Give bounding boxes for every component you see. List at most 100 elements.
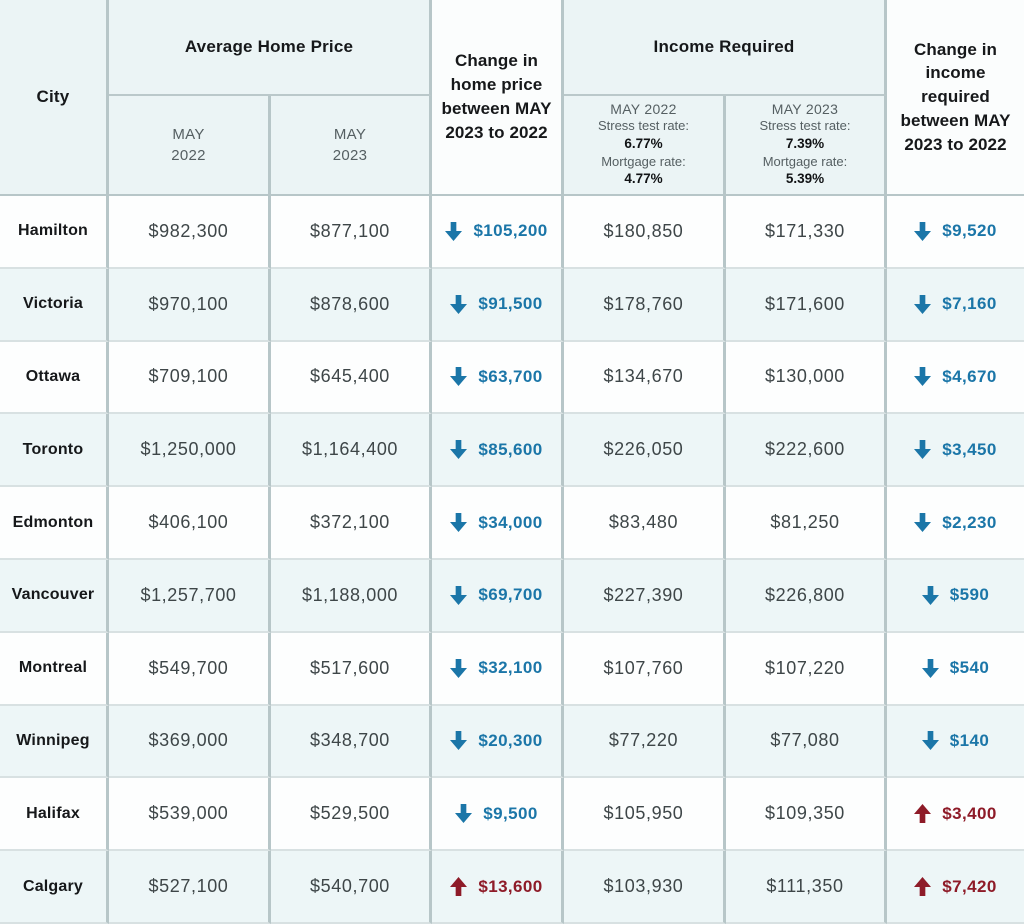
income-may-2023-cell: $111,350 xyxy=(726,851,887,924)
income-may-2022-cell: $178,760 xyxy=(564,268,726,342)
income-may-2022-value: $105,950 xyxy=(603,803,684,824)
home-price-change-cell: $63,700 xyxy=(432,341,564,415)
home-price-may-2023-cell: $372,100 xyxy=(271,487,432,560)
home-price-may-2022-cell: $1,250,000 xyxy=(109,414,271,488)
home-price-trend-arrow-icon xyxy=(450,658,468,678)
home-price-change-cell: $13,600 xyxy=(432,851,564,924)
home-price-change-cell: $69,700 xyxy=(432,559,564,633)
home-price-may-2022-cell: $1,257,700 xyxy=(109,559,271,633)
home-price-trend-arrow-icon xyxy=(450,367,468,387)
home-price-change-cell: $91,500 xyxy=(432,268,564,342)
city-cell: Edmonton xyxy=(0,487,109,560)
city-name: Hamilton xyxy=(17,222,89,240)
income-trend-arrow-icon xyxy=(921,585,939,605)
income-trend-arrow-icon xyxy=(914,440,932,460)
income-trend-arrow-icon xyxy=(914,804,932,824)
income-change-cell: $3,450 xyxy=(887,414,1024,488)
home-price-may-2023-value: $1,164,400 xyxy=(301,439,399,460)
home-price-may-2023-cell: $1,188,000 xyxy=(271,559,432,633)
city-cell: Montreal xyxy=(0,632,109,706)
income-may-2023-value: $171,600 xyxy=(765,293,845,314)
home-price-change-value: $13,600 xyxy=(478,876,543,896)
income-trend-arrow-icon xyxy=(914,513,932,533)
home-price-change-value: $69,700 xyxy=(478,585,543,605)
income-may-2022-value: $103,930 xyxy=(603,876,684,897)
income-may-2023-value: $81,250 xyxy=(770,512,840,533)
income-may-2023-value: $109,350 xyxy=(765,803,845,824)
header-cell-home-price-may-2022: MAY 2022 xyxy=(109,96,271,196)
home-price-may-2022-value: $369,000 xyxy=(148,730,229,751)
home-price-change-cell: $20,300 xyxy=(432,705,564,779)
home-price-may-2023-cell: $540,700 xyxy=(271,851,432,924)
home-price-may-2022-cell: $539,000 xyxy=(109,778,271,852)
may-2023-label-line1: MAY xyxy=(333,126,367,143)
home-price-trend-arrow-icon xyxy=(445,221,463,241)
home-price-may-2023-cell: $348,700 xyxy=(271,705,432,779)
income-may-2023-cell: $171,330 xyxy=(726,196,887,269)
income-may-2023-value: $107,220 xyxy=(765,657,845,678)
income-change-value: $7,160 xyxy=(942,294,997,314)
home-price-trend-arrow-icon xyxy=(450,513,468,533)
home-price-may-2022-value: $970,100 xyxy=(148,293,229,314)
income-may-2022-cell: $180,850 xyxy=(564,196,726,269)
income-change-cell: $4,670 xyxy=(887,341,1024,415)
income-may-2022-value: $227,390 xyxy=(603,584,684,605)
income-may-2022-value: $107,760 xyxy=(603,657,684,678)
header-cell-income-required: Income Required xyxy=(564,0,887,96)
income-trend-arrow-icon xyxy=(914,367,932,387)
income-may-2023-cell: $107,220 xyxy=(726,632,887,706)
home-price-trend-arrow-icon xyxy=(450,294,468,314)
income-required-label: Income Required xyxy=(653,37,795,56)
income-may-2022-cell: $227,390 xyxy=(564,559,726,633)
stress-test-rate-value-2023: 7.39% xyxy=(785,136,825,152)
income-trend-arrow-icon xyxy=(914,877,932,897)
income-may-2023-cell: $226,800 xyxy=(726,559,887,633)
income-may-2022-value: $83,480 xyxy=(608,512,679,533)
stress-test-rate-label-2023: Stress test rate: xyxy=(759,118,851,134)
income-change-cell: $7,420 xyxy=(887,851,1024,924)
home-price-may-2022-cell: $527,100 xyxy=(109,851,271,924)
income-trend-arrow-icon xyxy=(921,658,939,678)
home-price-trend-arrow-icon xyxy=(450,585,468,605)
home-price-trend-arrow-icon xyxy=(450,731,468,751)
city-cell: Victoria xyxy=(0,268,109,342)
home-price-change-cell: $9,500 xyxy=(432,778,564,852)
city-header-label: City xyxy=(36,87,70,106)
header-cell-change-income: Change in income required between MAY 20… xyxy=(887,0,1024,196)
income-may-2023-cell: $222,600 xyxy=(726,414,887,488)
home-price-may-2023-cell: $645,400 xyxy=(271,341,432,415)
income-trend-arrow-icon xyxy=(914,294,932,314)
income-may-2023-cell: $171,600 xyxy=(726,268,887,342)
home-price-may-2022-cell: $369,000 xyxy=(109,705,271,779)
income-may-2023-value: $226,800 xyxy=(765,584,845,605)
income-may-2022-value: $77,220 xyxy=(608,730,679,751)
home-price-may-2022-value: $982,300 xyxy=(148,220,229,241)
income-change-cell: $540 xyxy=(887,632,1024,706)
header-cell-city: City xyxy=(0,0,109,196)
income-may-2022-cell: $134,670 xyxy=(564,341,726,415)
home-price-may-2022-value: $549,700 xyxy=(148,657,229,678)
home-price-may-2022-value: $709,100 xyxy=(148,366,229,387)
home-price-change-value: $85,600 xyxy=(478,439,543,459)
income-change-cell: $590 xyxy=(887,559,1024,633)
income-may-2022-value: $226,050 xyxy=(603,439,684,460)
income-change-cell: $3,400 xyxy=(887,778,1024,852)
home-price-may-2023-value: $348,700 xyxy=(310,730,390,751)
home-price-change-value: $63,700 xyxy=(478,366,543,386)
home-price-may-2022-value: $1,257,700 xyxy=(140,584,237,605)
income-may-2023-value: $77,080 xyxy=(770,730,840,751)
home-price-change-cell: $85,600 xyxy=(432,414,564,488)
city-name: Victoria xyxy=(23,295,83,313)
home-price-may-2023-value: $517,600 xyxy=(310,657,390,678)
income-trend-arrow-icon xyxy=(914,221,932,241)
income-may-2022-cell: $103,930 xyxy=(564,851,726,924)
mortgage-rate-label-2023: Mortgage rate: xyxy=(762,153,848,169)
income-may-2023-value: $111,350 xyxy=(766,876,844,897)
income-may-2023-cell: $109,350 xyxy=(726,778,887,852)
city-name: Halifax xyxy=(26,804,80,822)
may-2023-label-line2: 2023 xyxy=(332,147,368,164)
stress-test-rate-value-2022: 6.77% xyxy=(624,136,663,152)
income-change-cell: $9,520 xyxy=(887,196,1024,269)
income-change-cell: $7,160 xyxy=(887,268,1024,342)
mortgage-rate-label-2022: Mortgage rate: xyxy=(601,153,686,169)
